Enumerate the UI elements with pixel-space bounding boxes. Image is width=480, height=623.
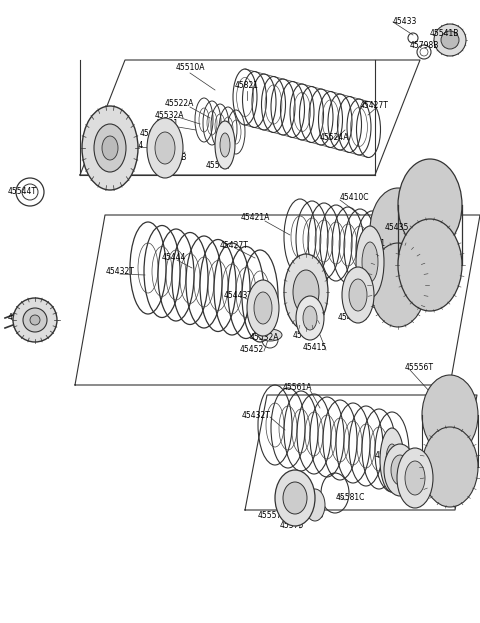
Text: 45451: 45451 (293, 330, 317, 340)
Ellipse shape (398, 159, 462, 251)
Ellipse shape (303, 306, 317, 330)
Text: 45427T: 45427T (360, 100, 389, 110)
Ellipse shape (220, 133, 230, 157)
Text: 45554A: 45554A (408, 472, 438, 480)
Text: 45432T: 45432T (106, 267, 135, 277)
Ellipse shape (82, 106, 138, 190)
Ellipse shape (247, 280, 279, 336)
Text: 45427T: 45427T (220, 240, 249, 249)
Text: 45556T: 45556T (405, 363, 434, 373)
Ellipse shape (254, 292, 272, 324)
Ellipse shape (13, 298, 57, 342)
Text: 45441A: 45441A (338, 313, 368, 323)
Text: 45541B: 45541B (430, 29, 459, 39)
Ellipse shape (305, 489, 325, 521)
Ellipse shape (356, 226, 384, 298)
Ellipse shape (23, 308, 47, 332)
Text: 45510A: 45510A (175, 64, 205, 72)
Text: 45532A: 45532A (249, 333, 279, 343)
Ellipse shape (296, 296, 324, 340)
Ellipse shape (422, 427, 478, 507)
Ellipse shape (102, 136, 118, 160)
Text: 45557B: 45557B (257, 510, 287, 520)
Text: 45821: 45821 (235, 82, 259, 90)
Text: 45452: 45452 (240, 346, 264, 354)
Ellipse shape (258, 329, 282, 341)
Ellipse shape (370, 188, 426, 272)
Text: 45544T: 45544T (8, 188, 36, 196)
Ellipse shape (284, 254, 328, 330)
Ellipse shape (349, 279, 367, 311)
Text: 45798B: 45798B (410, 42, 439, 50)
Ellipse shape (215, 121, 235, 169)
Text: 45269A: 45269A (354, 300, 384, 310)
Text: 45432T: 45432T (241, 411, 270, 419)
Ellipse shape (30, 315, 40, 325)
Ellipse shape (275, 470, 315, 526)
Text: 45524A: 45524A (320, 133, 349, 141)
Ellipse shape (405, 461, 425, 495)
Text: 45385B: 45385B (300, 277, 329, 287)
Text: 45581C: 45581C (336, 493, 365, 503)
Text: 45421A: 45421A (240, 214, 270, 222)
Text: 45561A: 45561A (282, 384, 312, 392)
Ellipse shape (370, 243, 426, 327)
Ellipse shape (362, 242, 378, 282)
Ellipse shape (293, 270, 319, 314)
Ellipse shape (342, 267, 374, 323)
Ellipse shape (386, 444, 398, 476)
Text: 45513: 45513 (375, 450, 399, 460)
Text: 45552A: 45552A (388, 462, 418, 470)
Text: 45611: 45611 (140, 130, 164, 138)
Text: 45461A: 45461A (7, 313, 37, 323)
Ellipse shape (94, 124, 126, 172)
Text: 45575: 45575 (280, 521, 304, 531)
Text: 45435: 45435 (385, 224, 409, 232)
Ellipse shape (434, 24, 466, 56)
Ellipse shape (441, 31, 459, 49)
Ellipse shape (422, 375, 478, 455)
Ellipse shape (147, 118, 183, 178)
Ellipse shape (155, 132, 175, 164)
Text: 45513: 45513 (206, 161, 230, 171)
Text: 45521: 45521 (155, 120, 179, 128)
Ellipse shape (380, 428, 404, 492)
Ellipse shape (397, 448, 433, 508)
Text: 45385B: 45385B (158, 153, 187, 163)
Text: 45415: 45415 (303, 343, 327, 353)
Text: 45433: 45433 (393, 17, 418, 27)
Ellipse shape (384, 444, 416, 496)
Ellipse shape (391, 455, 409, 485)
Text: 45443T: 45443T (224, 292, 253, 300)
Text: 45514: 45514 (120, 141, 144, 150)
Text: 45522A: 45522A (165, 100, 194, 108)
Text: 45571A: 45571A (436, 455, 466, 465)
Text: 45553: 45553 (300, 510, 324, 520)
Text: 45532A: 45532A (155, 110, 184, 120)
Text: 45611: 45611 (362, 239, 386, 247)
Text: 45444: 45444 (162, 254, 186, 262)
Ellipse shape (398, 219, 462, 311)
Text: 45412: 45412 (378, 277, 402, 287)
Ellipse shape (283, 482, 307, 514)
Text: 45410C: 45410C (340, 194, 370, 202)
